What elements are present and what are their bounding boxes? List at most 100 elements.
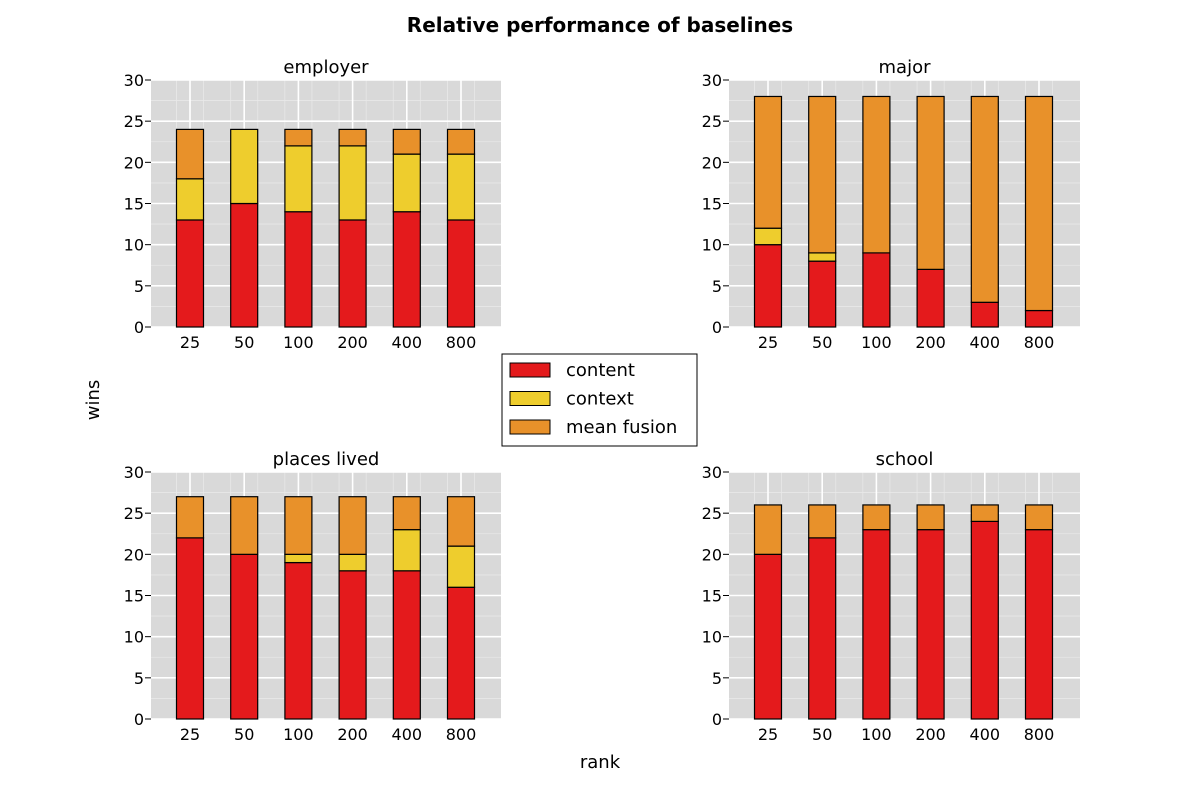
bar-mean-fusion-100 (862, 504, 891, 531)
x-tick-label: 25 (758, 725, 778, 744)
bar-mean-fusion-50 (808, 95, 837, 254)
y-tick-label: 20 (124, 545, 144, 564)
bar-mean-fusion-25 (175, 496, 205, 539)
y-tick-label: 25 (124, 112, 144, 131)
bar-mean-fusion-25 (175, 128, 205, 180)
bar-content-50 (230, 553, 259, 720)
x-tick-label: 100 (283, 333, 314, 352)
x-tick-label: 50 (234, 725, 254, 744)
bar-mean-fusion-25 (753, 504, 783, 555)
x-tick-label: 200 (337, 725, 368, 744)
bar-context-100 (284, 553, 313, 564)
x-tick-label: 400 (970, 725, 1001, 744)
x-tick-label: 800 (446, 725, 477, 744)
y-tick-label: 10 (702, 628, 722, 647)
bar-mean-fusion-200 (338, 496, 367, 555)
bar-context-400 (392, 153, 421, 213)
y-tick-label: 0 (712, 710, 722, 729)
x-tick-label: 50 (812, 333, 832, 352)
y-tick-label: 5 (134, 669, 144, 688)
bar-content-200 (916, 529, 945, 720)
bar-context-800 (446, 545, 476, 588)
bar-content-25 (175, 537, 205, 720)
bar-content-200 (338, 570, 367, 720)
subplot-2: 0 5 10 15 20 25 30 25 50 100 200 400 800 places lived (124, 449, 501, 744)
bar-content-400 (392, 570, 421, 720)
x-tick-label: 400 (970, 333, 1001, 352)
subplot-title: employer (283, 57, 369, 78)
y-tick-label: 25 (702, 504, 722, 523)
bar-content-25 (175, 219, 205, 328)
subplot-title: places lived (273, 449, 380, 470)
y-tick-label: 15 (702, 587, 722, 606)
legend-label: context (566, 389, 634, 410)
bar-mean-fusion-400 (970, 504, 999, 522)
legend-swatch-content (509, 362, 551, 378)
y-tick-label: 0 (712, 318, 722, 337)
y-tick-label: 0 (134, 710, 144, 729)
y-tick-label: 15 (702, 195, 722, 214)
legend-swatch-mean-fusion (509, 419, 551, 435)
bar-content-800 (446, 586, 476, 720)
x-tick-label: 25 (180, 333, 200, 352)
bar-content-400 (392, 211, 421, 328)
bar-mean-fusion-25 (753, 95, 783, 229)
x-tick-label: 200 (337, 333, 368, 352)
bar-context-25 (753, 227, 783, 246)
bar-content-800 (446, 219, 476, 328)
y-tick-label: 5 (712, 669, 722, 688)
bar-content-100 (862, 252, 891, 328)
bar-content-400 (970, 301, 999, 328)
bar-mean-fusion-200 (338, 128, 367, 147)
bar-mean-fusion-400 (392, 128, 421, 155)
y-tick-label: 10 (124, 628, 144, 647)
bar-content-50 (808, 537, 837, 720)
legend-swatch-context (509, 391, 551, 406)
bar-mean-fusion-800 (446, 496, 476, 547)
bar-mean-fusion-200 (916, 504, 945, 531)
bar-context-400 (392, 529, 421, 572)
bar-context-50 (230, 128, 259, 205)
bar-mean-fusion-50 (808, 504, 837, 539)
y-tick-label: 10 (702, 236, 722, 255)
bar-mean-fusion-800 (1024, 504, 1054, 531)
bar-context-50 (808, 252, 837, 262)
x-tick-label: 50 (234, 333, 254, 352)
y-tick-label: 15 (124, 195, 144, 214)
bar-content-200 (338, 219, 367, 328)
y-tick-label: 25 (124, 504, 144, 523)
x-tick-label: 100 (283, 725, 314, 744)
bar-mean-fusion-800 (446, 128, 476, 155)
bar-mean-fusion-800 (1024, 95, 1054, 312)
subplot-1: 0 5 10 15 20 25 30 25 50 100 200 400 800 major (702, 57, 1080, 352)
x-tick-label: 400 (392, 725, 423, 744)
y-tick-label: 30 (124, 71, 144, 90)
y-tick-label: 10 (124, 236, 144, 255)
x-tick-label: 800 (446, 333, 477, 352)
legend-label: content (566, 360, 635, 381)
x-tick-label: 100 (861, 333, 892, 352)
bar-mean-fusion-400 (970, 95, 999, 303)
x-tick-label: 800 (1024, 333, 1055, 352)
bar-content-800 (1024, 309, 1054, 328)
x-tick-label: 25 (180, 725, 200, 744)
subplot-0: 0 5 10 15 20 25 30 25 50 100 200 400 800 employer (124, 57, 501, 352)
y-tick-label: 15 (124, 587, 144, 606)
y-tick-label: 20 (124, 153, 144, 172)
chart-title: Relative performance of baselines (407, 13, 793, 37)
x-tick-label: 50 (812, 725, 832, 744)
bar-content-50 (808, 260, 837, 328)
y-tick-label: 5 (134, 277, 144, 296)
legend: content context mean fusion (501, 353, 698, 447)
x-tick-label: 200 (915, 333, 946, 352)
bar-mean-fusion-50 (230, 496, 259, 555)
bar-content-25 (753, 244, 783, 328)
y-tick-label: 25 (702, 112, 722, 131)
subplot-title: school (876, 449, 934, 470)
bar-context-800 (446, 153, 476, 221)
bar-content-100 (862, 529, 891, 720)
bar-mean-fusion-100 (284, 128, 313, 147)
y-tick-label: 30 (702, 463, 722, 482)
x-tick-label: 200 (915, 725, 946, 744)
